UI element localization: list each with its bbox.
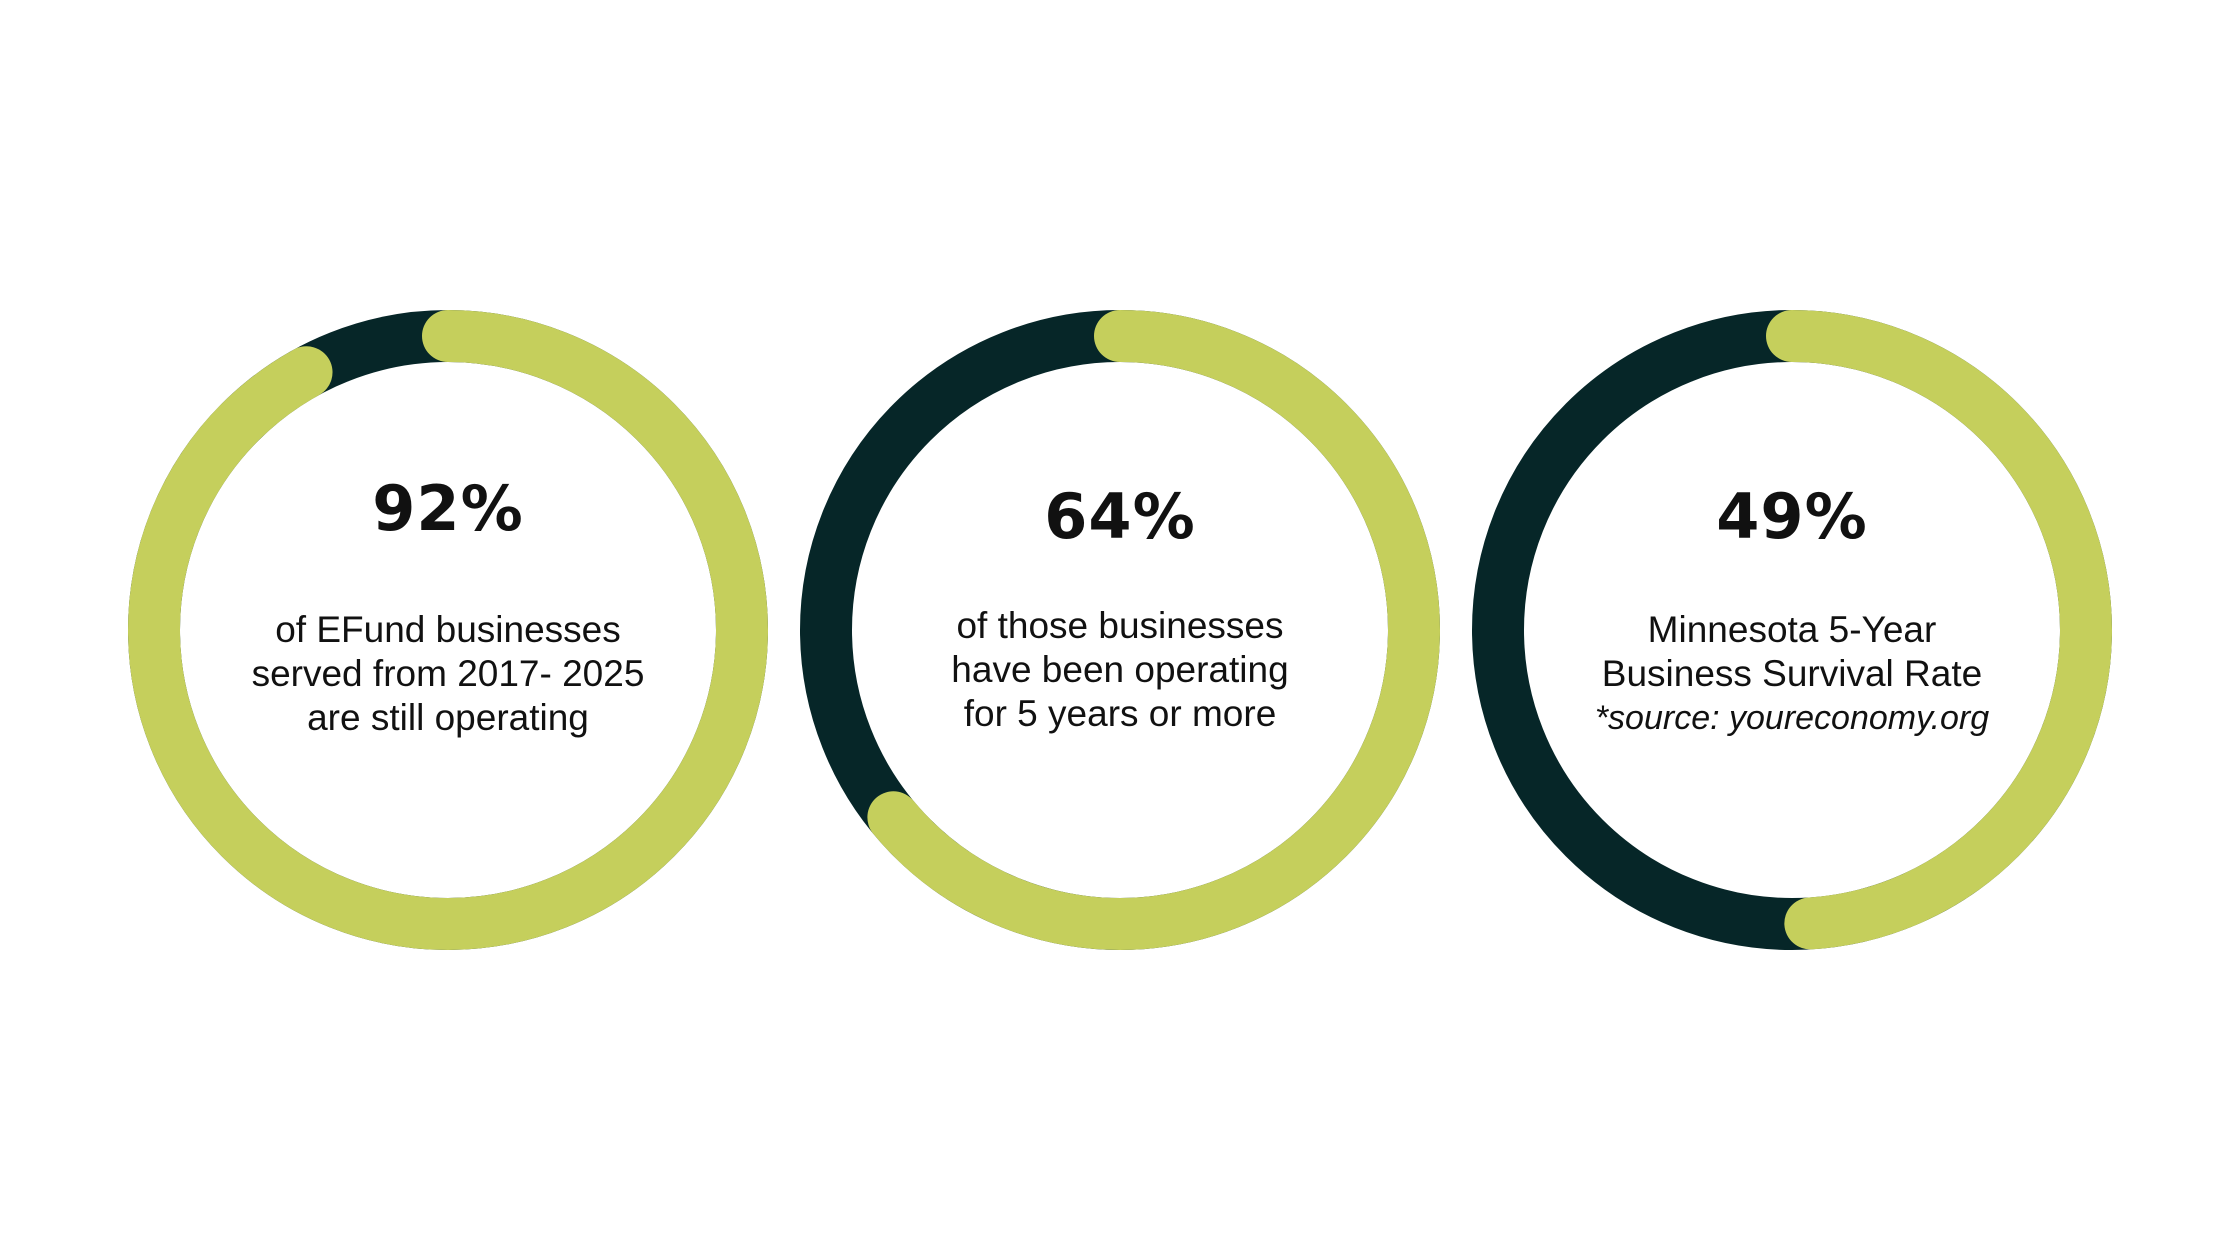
description-line: served from 2017- 2025 [251, 653, 645, 694]
donut-value-arc [800, 310, 1440, 950]
description-line: of those businesses [956, 605, 1284, 646]
percentage-value: 49% [1716, 480, 1868, 553]
donut-value-arc [1472, 310, 2112, 950]
description-line: Business Survival Rate [1601, 653, 1983, 694]
donut-graphic [1472, 310, 2112, 950]
percentage-value: 64% [1044, 480, 1196, 553]
percentage-value: 92% [372, 472, 524, 545]
description-line: for 5 years or more [963, 693, 1277, 734]
donut-graphic [800, 310, 1440, 950]
description-line: Minnesota 5-Year [1647, 609, 1937, 650]
stat-description: of EFund businesses served from 2017- 20… [218, 608, 678, 740]
stat-description: of those businesses have been operating … [890, 604, 1350, 736]
donut-value-arc [128, 310, 768, 950]
stat-description: Minnesota 5-Year Business Survival Rate … [1562, 608, 2022, 740]
donut-chart-five-years: 64% of those businesses have been operat… [790, 300, 1450, 960]
description-line: are still operating [307, 697, 589, 738]
description-line: of EFund businesses [275, 609, 621, 650]
source-note: *source: youreconomy.org [1594, 699, 1990, 737]
donut-chart-efund-operating: 92% of EFund businesses served from 2017… [118, 300, 778, 960]
description-line: have been operating [951, 649, 1289, 690]
donut-graphic [128, 310, 768, 950]
donut-chart-minnesota-survival: 49% Minnesota 5-Year Business Survival R… [1462, 300, 2122, 960]
